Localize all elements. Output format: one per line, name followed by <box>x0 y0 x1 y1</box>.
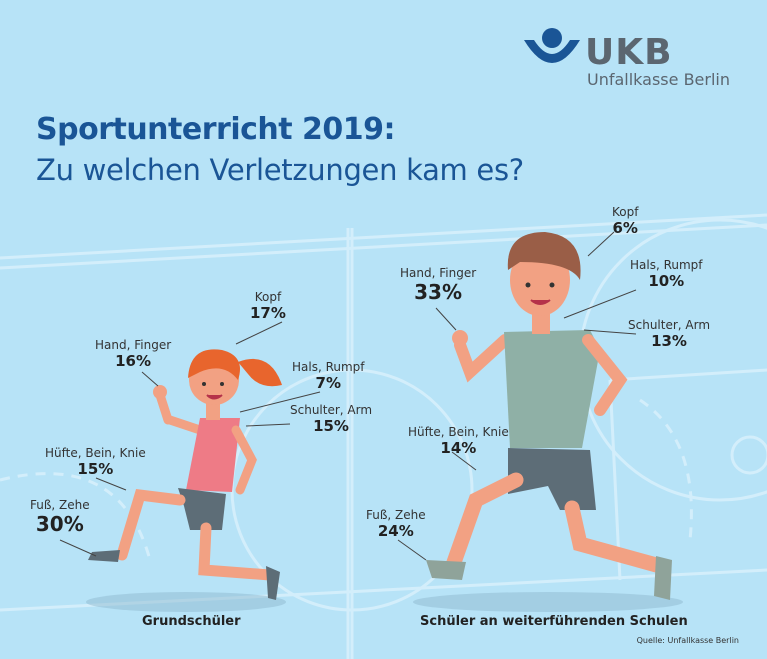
label-value: 30% <box>35 512 84 537</box>
caption-primary: Grundschüler <box>142 614 241 629</box>
logo-name: UKB <box>585 32 673 73</box>
label-primary-3: Schulter, Arm 15% <box>290 403 372 435</box>
label-secondary-4: Hüfte, Bein, Knie 14% <box>408 425 509 457</box>
label-category: Fuß, Zehe <box>366 508 426 522</box>
label-category: Schulter, Arm <box>290 403 373 417</box>
label-value: 10% <box>648 272 685 291</box>
label-secondary-0: Kopf 6% <box>612 205 638 237</box>
label-value: 16% <box>115 352 152 371</box>
label-category: Kopf <box>612 205 639 219</box>
label-secondary-2: Hals, Rumpf 10% <box>630 258 703 290</box>
label-category: Hals, Rumpf <box>292 360 365 374</box>
label-primary-1: Hand, Finger 16% <box>95 338 171 370</box>
label-value: 24% <box>377 522 414 541</box>
logo-subtitle: Unfallkasse Berlin <box>587 70 730 89</box>
source-note: Quelle: Unfallkasse Berlin <box>636 636 739 645</box>
label-category: Kopf <box>254 290 282 304</box>
title-line-2: Zu welchen Verletzungen kam es? <box>36 153 524 187</box>
label-category: Schulter, Arm <box>628 318 711 332</box>
label-category: Fuß, Zehe <box>30 498 90 512</box>
label-primary-2: Hals, Rumpf 7% <box>292 360 365 392</box>
label-value: 13% <box>651 332 687 351</box>
title-line-1: Sportunterricht 2019: <box>36 112 396 147</box>
label-secondary-1: Hand, Finger 33% <box>400 266 476 304</box>
label-primary-4: Hüfte, Bein, Knie 15% <box>45 446 146 478</box>
label-value: 14% <box>440 439 477 458</box>
label-value: 33% <box>414 280 462 305</box>
label-value: 7% <box>315 374 341 393</box>
label-value: 17% <box>250 304 286 323</box>
label-value: 6% <box>612 219 638 238</box>
label-primary-5: Fuß, Zehe 30% <box>30 498 90 536</box>
girl-figure <box>88 349 282 600</box>
label-secondary-5: Fuß, Zehe 24% <box>366 508 426 540</box>
label-category: Hüfte, Bein, Knie <box>408 425 509 439</box>
caption-secondary: Schüler an weiterführenden Schulen <box>420 614 688 629</box>
ukb-logo-icon <box>524 28 580 63</box>
label-primary-0: Kopf 17% <box>250 290 286 322</box>
label-category: Hand, Finger <box>400 266 477 280</box>
label-value: 15% <box>313 417 349 436</box>
label-category: Hand, Finger <box>95 338 172 352</box>
label-category: Hüfte, Bein, Knie <box>45 446 146 460</box>
label-category: Hals, Rumpf <box>630 258 703 272</box>
boy-figure <box>426 232 672 600</box>
label-secondary-3: Schulter, Arm 13% <box>628 318 710 350</box>
label-value: 15% <box>77 460 114 479</box>
